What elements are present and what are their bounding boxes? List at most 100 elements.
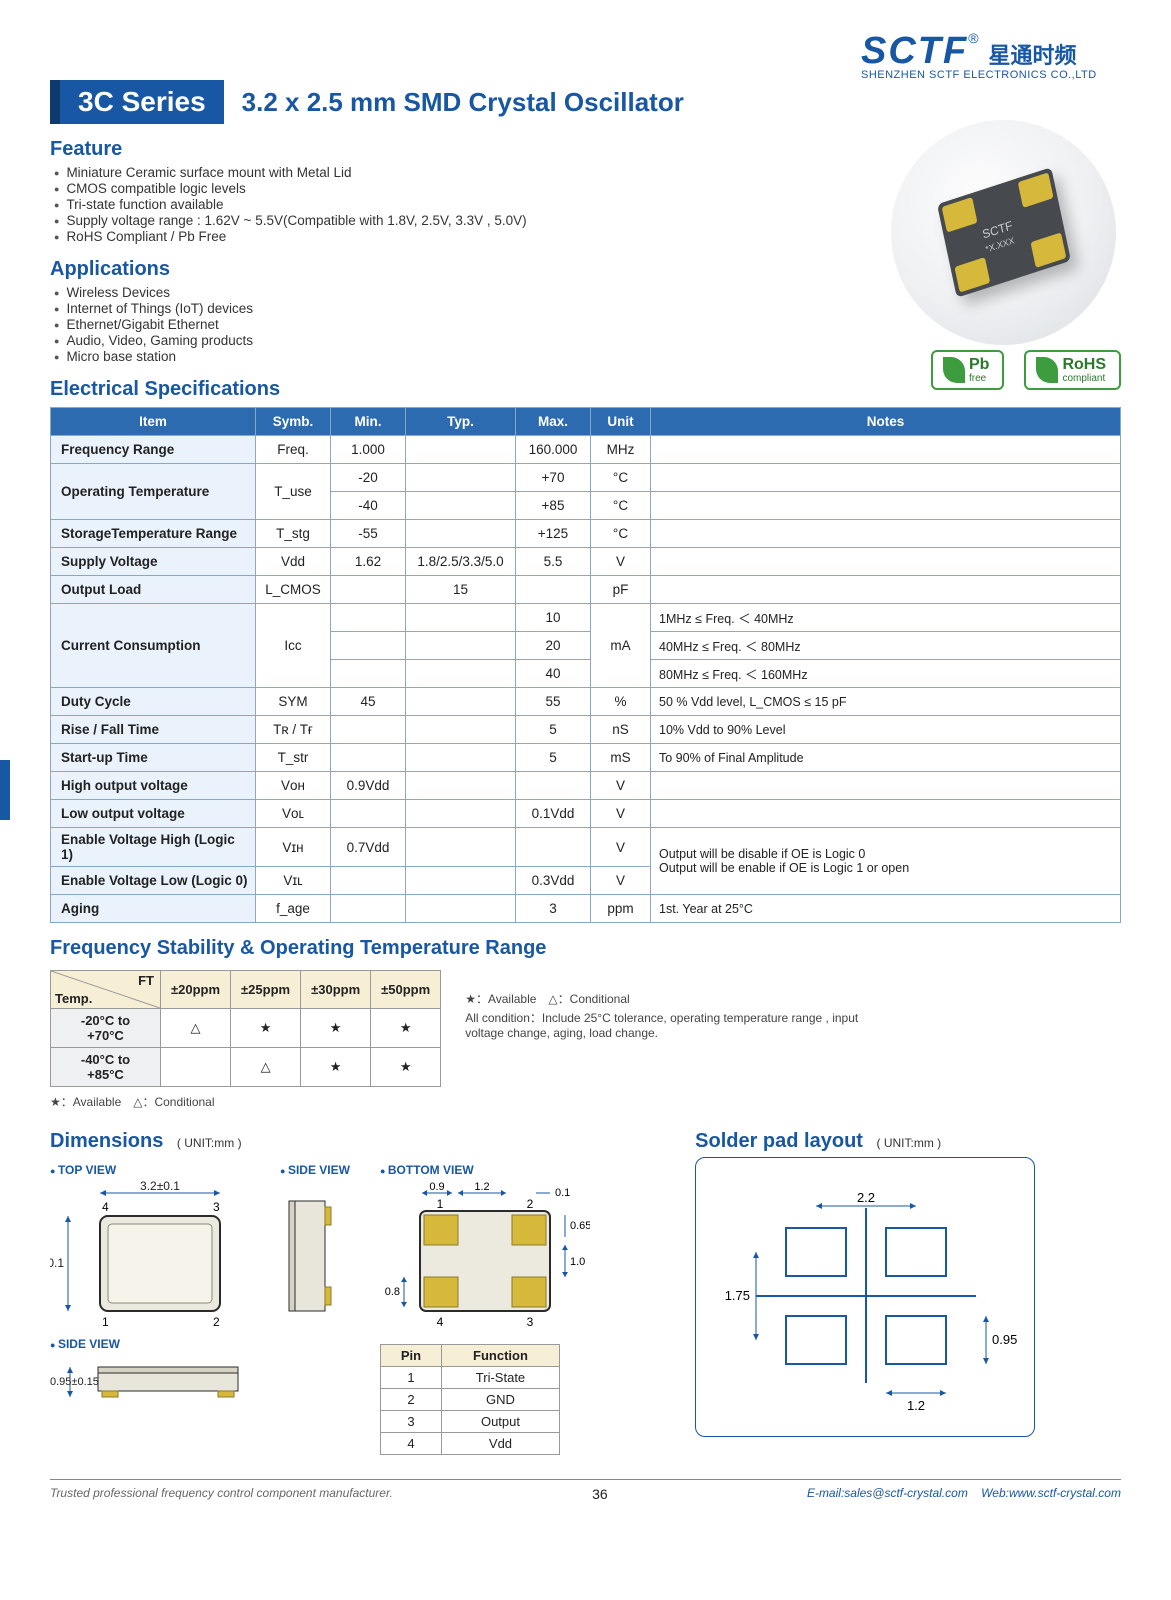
table-cell xyxy=(406,520,516,548)
table-cell: Current Consumption xyxy=(51,604,256,688)
table-cell xyxy=(651,576,1121,604)
freqstab-legend-below: ★：Available △：Conditional xyxy=(50,1093,441,1110)
table-cell: Vdd xyxy=(256,548,331,576)
table-cell: Tʀ / Tғ xyxy=(256,716,331,744)
table-cell: T_stg xyxy=(256,520,331,548)
rohs-bold: RoHS xyxy=(1062,356,1106,373)
table-row: Duty CycleSYM4555%50 % Vdd level, L_CMOS… xyxy=(51,688,1121,716)
table-header: ±50ppm xyxy=(371,971,441,1009)
table-cell: 0.3Vdd xyxy=(516,867,591,895)
table-cell: +125 xyxy=(516,520,591,548)
top-view-label: TOP VIEW xyxy=(50,1163,250,1177)
solder-svg: 2.2 1.75 1.2 0.95 xyxy=(695,1157,1035,1437)
logo-cn: 星通时频 xyxy=(988,43,1076,68)
table-cell xyxy=(406,688,516,716)
svg-text:1: 1 xyxy=(102,1315,109,1329)
table-cell: Duty Cycle xyxy=(51,688,256,716)
table-cell: 55 xyxy=(516,688,591,716)
table-row: Agingf_age3ppm1st. Year at 25°C xyxy=(51,895,1121,923)
table-cell: △ xyxy=(161,1009,231,1048)
table-cell: High output voltage xyxy=(51,772,256,800)
footer-web: www.sctf-crystal.com xyxy=(1009,1486,1121,1500)
svg-text:3: 3 xyxy=(213,1200,220,1214)
table-row: High output voltageVᴏн0.9VddV xyxy=(51,772,1121,800)
table-cell: 20 xyxy=(516,632,591,660)
table-cell: 45 xyxy=(331,688,406,716)
table-cell: Output Load xyxy=(51,576,256,604)
table-cell: ppm xyxy=(591,895,651,923)
table-header: ±25ppm xyxy=(231,971,301,1009)
table-cell: V xyxy=(591,548,651,576)
table-cell: SYM xyxy=(256,688,331,716)
table-cell: Icc xyxy=(256,604,331,688)
table-row: -40°C to +85°C△★★ xyxy=(51,1048,441,1087)
table-row: 3Output xyxy=(380,1411,559,1433)
table-cell: 4 xyxy=(380,1433,441,1455)
table-cell: L_CMOS xyxy=(256,576,331,604)
table-cell: -40 xyxy=(331,492,406,520)
table-cell: Vɪн xyxy=(256,828,331,867)
table-cell: 1.62 xyxy=(331,548,406,576)
table-cell xyxy=(651,520,1121,548)
side-view-label-2: SIDE VIEW xyxy=(280,1163,350,1177)
svg-text:4: 4 xyxy=(102,1200,109,1214)
logo-brand: SCTF xyxy=(861,30,968,73)
table-row: Low output voltageVᴏʟ0.1VddV xyxy=(51,800,1121,828)
table-cell xyxy=(331,632,406,660)
dimensions-unit: ( UNIT:mm ) xyxy=(177,1136,242,1150)
side-tab xyxy=(0,760,10,820)
table-cell: -55 xyxy=(331,520,406,548)
side-view-label: SIDE VIEW xyxy=(50,1337,250,1351)
table-cell xyxy=(331,895,406,923)
table-cell xyxy=(406,660,516,688)
table-cell: 1st. Year at 25°C xyxy=(651,895,1121,923)
side-view-svg: 0.95±0.15 xyxy=(50,1355,250,1410)
table-cell: 3 xyxy=(380,1411,441,1433)
svg-text:1.0: 1.0 xyxy=(570,1256,585,1268)
table-cell xyxy=(516,772,591,800)
table-cell xyxy=(331,660,406,688)
elec-spec-table: ItemSymb.Min.Typ.Max.UnitNotes Frequency… xyxy=(50,407,1121,923)
table-cell: △ xyxy=(231,1048,301,1087)
page-number: 36 xyxy=(570,1486,630,1502)
table-cell: ★ xyxy=(301,1048,371,1087)
rohs-badge: RoHScompliant xyxy=(1024,350,1121,390)
table-cell: V xyxy=(591,800,651,828)
table-cell: 160.000 xyxy=(516,436,591,464)
product-image: SCTF*X.XXX xyxy=(891,120,1116,345)
table-row: 2GND xyxy=(380,1389,559,1411)
table-cell: 1MHz ≤ Freq. ＜ 40MHz xyxy=(651,604,1121,632)
bottom-view-svg: 0.9 1.2 0.1 1 2 3 4 0.65 xyxy=(380,1181,590,1336)
table-cell: °C xyxy=(591,464,651,492)
table-cell: °C xyxy=(591,520,651,548)
table-row: -20°C to +70°C△★★★ xyxy=(51,1009,441,1048)
dimensions-heading-text: Dimensions xyxy=(50,1130,163,1152)
logo-reg: ® xyxy=(968,30,978,46)
pb-bold: Pb xyxy=(969,356,989,373)
table-header: Function xyxy=(442,1345,560,1367)
svg-text:4: 4 xyxy=(437,1315,444,1329)
table-cell: Vɪʟ xyxy=(256,867,331,895)
table-header: Notes xyxy=(651,408,1121,436)
table-row: Supply VoltageVdd1.621.8/2.5/3.3/5.05.5V xyxy=(51,548,1121,576)
svg-text:1.2: 1.2 xyxy=(474,1181,489,1193)
footer-web-label: Web: xyxy=(981,1486,1009,1500)
table-row: Operating TemperatureT_use-20+70°C xyxy=(51,464,1121,492)
table-row: Frequency RangeFreq.1.000160.000MHz xyxy=(51,436,1121,464)
table-cell: +85 xyxy=(516,492,591,520)
top-view-svg: 3.2±0.1 2.5±0.1 4 3 1 2 xyxy=(50,1181,240,1331)
table-cell: 0.1Vdd xyxy=(516,800,591,828)
table-cell xyxy=(406,895,516,923)
table-cell: Low output voltage xyxy=(51,800,256,828)
table-cell: mS xyxy=(591,744,651,772)
bottom-view-label: BOTTOM VIEW xyxy=(380,1163,590,1177)
page-footer: Trusted professional frequency control c… xyxy=(50,1479,1121,1502)
table-cell: °C xyxy=(591,492,651,520)
table-cell: Tri-State xyxy=(442,1367,560,1389)
freqstab-condition-note: All condition：Include 25°C tolerance, op… xyxy=(465,1009,885,1040)
table-cell: Enable Voltage Low (Logic 0) xyxy=(51,867,256,895)
pb-free-badge: Pbfree xyxy=(931,350,1004,390)
table-cell: Output will be disable if OE is Logic 0 … xyxy=(651,828,1121,895)
table-cell: ★ xyxy=(301,1009,371,1048)
table-cell xyxy=(406,436,516,464)
